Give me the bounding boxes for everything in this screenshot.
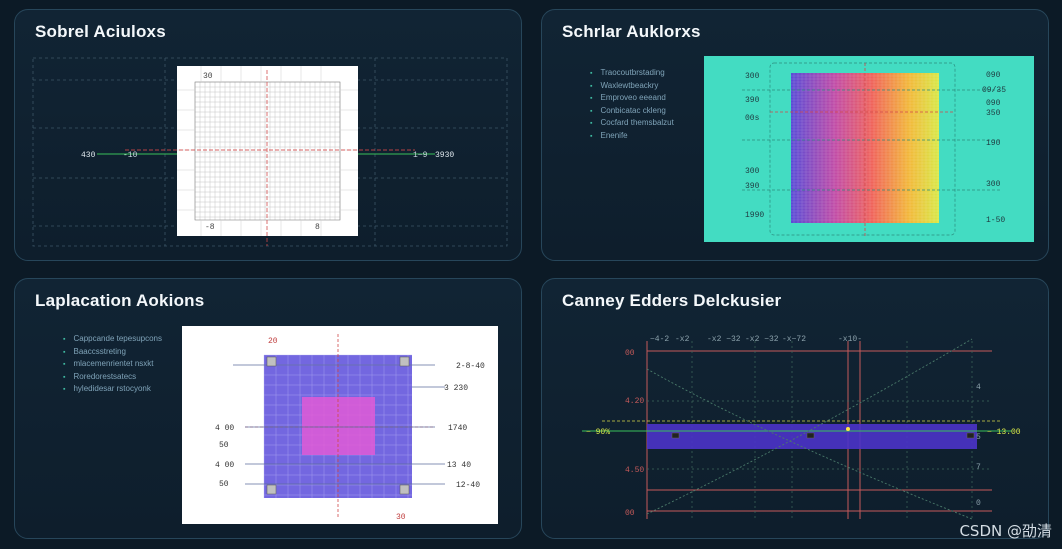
laplacian-title: Laplacation Aokions xyxy=(35,291,205,310)
sobel-left-marker: -10 xyxy=(123,151,138,160)
list-item: Emproveo eeeand xyxy=(590,92,674,105)
canny-left-label: 4.20 xyxy=(625,397,644,406)
sobel-image xyxy=(177,66,358,236)
list-item: Waxlewtbeackry xyxy=(590,80,674,93)
list-item: Enenife xyxy=(590,130,674,143)
scharr-right-label: 350 xyxy=(986,109,1001,118)
laplacian-right-label: 3 230 xyxy=(444,384,468,393)
canny-left-label: 00 xyxy=(625,509,635,518)
scharr-left-label: 00s xyxy=(745,114,760,123)
list-item: hyledidesar rstocyonk xyxy=(63,383,162,396)
scharr-right-extra: 09/35 xyxy=(982,86,1006,95)
canny-top-tick: -x2 −32 xyxy=(707,335,741,344)
scharr-left-label: 300 xyxy=(745,72,760,81)
canny-top-tick: -x10- xyxy=(838,335,862,344)
laplacian-left-label: 4 00 xyxy=(215,424,234,433)
canny-left-label: 4.50 xyxy=(625,466,644,475)
scharr-right-label: 190 xyxy=(986,139,1001,148)
laplacian-bottom-label: 30 xyxy=(396,513,406,522)
list-item: mlacemenrientet nsxkt xyxy=(63,358,162,371)
scharr-bullet-list: Traocoutbrstading Waxlewtbeackry Emprove… xyxy=(590,67,674,143)
sobel-diagram: 430 -10 1−9 3930 30 -8 8 xyxy=(32,57,508,247)
list-item: Baaccsstreting xyxy=(63,346,162,359)
sobel-corner-tl: 30 xyxy=(203,72,213,81)
canny-right-label: 5 xyxy=(976,433,981,442)
scharr-right-label: 090 xyxy=(986,71,1001,80)
canny-left-label: 00 xyxy=(625,349,635,358)
canny-title: Canney Edders Delckusier xyxy=(562,291,782,310)
canny-top-tick: -x2 xyxy=(675,335,690,344)
scharr-right-label: 090 xyxy=(986,99,1001,108)
sobel-right-marker: 1−9 xyxy=(413,151,428,160)
canny-panel: Canney Edders Delckusier xyxy=(541,278,1049,539)
canny-top-tick: -x2 −32 xyxy=(745,335,779,344)
laplacian-center-blob xyxy=(302,397,375,455)
laplacian-left-label: 4 00 xyxy=(215,461,234,470)
canny-diagram: −4-2 -x2 -x2 −32 -x2 −32 -x−72 -x10- 004.204.… xyxy=(582,335,1021,520)
sobel-panel: Sobrel Aciuloxs 430 -10 1−9 3930 30 xyxy=(14,9,522,261)
scharr-left-label: 390 xyxy=(745,182,760,191)
laplacian-right-label: 12-40 xyxy=(456,481,480,490)
list-item: Conbicatac ckleng xyxy=(590,105,674,118)
list-item: Cappcande tepesupcons xyxy=(63,333,162,346)
laplacian-panel: Laplacation Aokions Cappcande tepesupcon… xyxy=(14,278,522,539)
laplacian-left-label: 50 xyxy=(219,480,229,489)
list-item: Roredorestsatecs xyxy=(63,371,162,384)
canny-right-label: 4 xyxy=(976,383,981,392)
scharr-title: Schrlar Auklorxs xyxy=(562,22,701,41)
list-item: Cocfard themsbalzut xyxy=(590,117,673,130)
laplacian-left-label: 50 xyxy=(219,441,229,450)
canny-mid-right: − 13.00 xyxy=(987,428,1021,437)
canny-right-label: 7 xyxy=(976,463,981,472)
sobel-corner-bl: -8 xyxy=(205,223,215,232)
scharr-right-label: 1-50 xyxy=(986,216,1005,225)
canny-mid-left: − 90% xyxy=(586,428,610,437)
laplacian-right-label: 1740 xyxy=(448,424,467,433)
laplacian-right-label: 2-8-40 xyxy=(456,362,485,371)
watermark: CSDN @劭清 xyxy=(959,522,1052,540)
scharr-left-label: 390 xyxy=(745,96,760,105)
laplacian-bullet-list: Cappcande tepesupcons Baaccsstreting mla… xyxy=(63,333,162,396)
scharr-panel: Schrlar Auklorxs Traocoutbrstading Waxle… xyxy=(541,9,1049,261)
canny-top-tick: -x−72 xyxy=(782,335,806,344)
scharr-left-label: 1990 xyxy=(745,211,764,220)
scharr-right-label: 300 xyxy=(986,180,1001,189)
scharr-left-label: 300 xyxy=(745,167,760,176)
sobel-title: Sobrel Aciuloxs xyxy=(35,22,166,41)
sobel-grid xyxy=(177,66,358,236)
laplacian-right-label: 13 40 xyxy=(447,461,471,470)
laplacian-diagram: 20 30 4 00 50 4 00 50 2-8-40 3 230 1740 13 40 1… xyxy=(182,326,498,524)
laplacian-top-label: 20 xyxy=(268,337,278,346)
sobel-right-value: 3930 xyxy=(435,151,454,160)
list-item: Traocoutbrstading xyxy=(590,67,674,80)
sobel-left-value: 430 xyxy=(81,151,96,160)
canny-right-label: 0 xyxy=(976,499,981,508)
canny-top-tick: −4-2 xyxy=(650,335,669,344)
sobel-corner-br: 8 xyxy=(315,223,320,232)
